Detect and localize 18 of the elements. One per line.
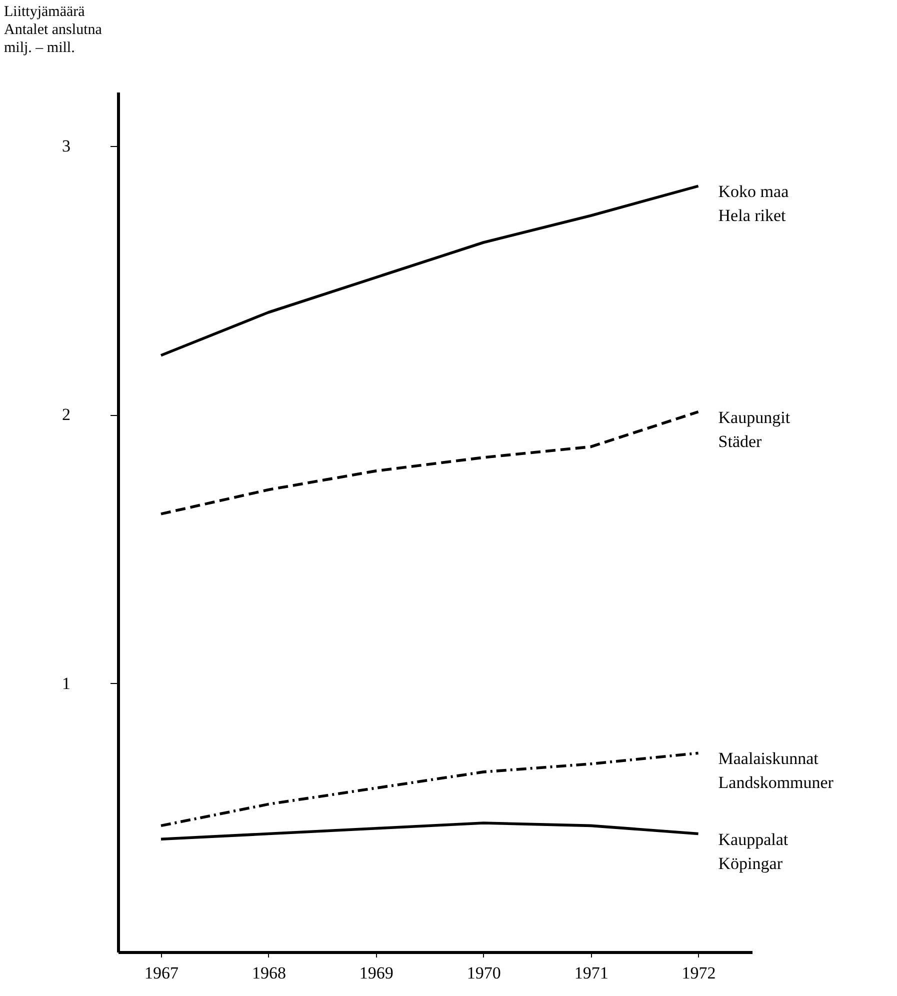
x-tick-label: 1968 <box>252 964 286 982</box>
line-series <box>160 822 700 841</box>
series-label: Maalaiskunnat Landskommuner <box>718 749 834 792</box>
series-label: Kaupungit Städer <box>718 408 790 451</box>
series-label: Kauppalat Köpingar <box>718 830 788 873</box>
series-label: Koko maa Hela riket <box>718 182 790 226</box>
line-series <box>160 184 700 357</box>
line-series <box>160 410 700 516</box>
x-tick-label: 1972 <box>682 964 716 982</box>
y-tick-label: 1 <box>62 674 70 693</box>
x-tick-label: 1971 <box>574 964 608 982</box>
y-tick-label: 2 <box>62 405 70 424</box>
y-tick-label: 3 <box>62 136 70 156</box>
line-series <box>160 752 700 828</box>
x-tick-label: 1969 <box>359 964 394 982</box>
x-tick-label: 1970 <box>466 964 501 982</box>
y-axis-title: Liittyjämäärä Antalet anslutna milj. – mill. <box>4 4 102 56</box>
x-tick-label: 1967 <box>144 964 179 982</box>
